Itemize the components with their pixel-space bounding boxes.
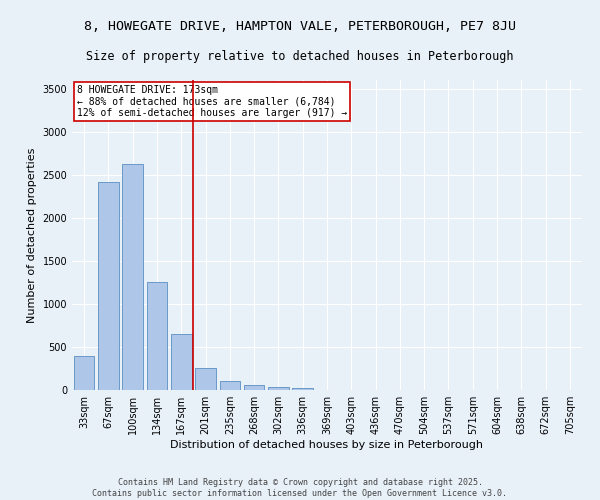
Y-axis label: Number of detached properties: Number of detached properties — [27, 148, 37, 322]
Bar — [98, 182, 119, 390]
Text: Size of property relative to detached houses in Peterborough: Size of property relative to detached ho… — [86, 50, 514, 63]
Text: 8, HOWEGATE DRIVE, HAMPTON VALE, PETERBOROUGH, PE7 8JU: 8, HOWEGATE DRIVE, HAMPTON VALE, PETERBO… — [84, 20, 516, 33]
X-axis label: Distribution of detached houses by size in Peterborough: Distribution of detached houses by size … — [170, 440, 484, 450]
Bar — [195, 368, 216, 390]
Text: 8 HOWEGATE DRIVE: 173sqm
← 88% of detached houses are smaller (6,784)
12% of sem: 8 HOWEGATE DRIVE: 173sqm ← 88% of detach… — [77, 84, 347, 118]
Text: Contains HM Land Registry data © Crown copyright and database right 2025.
Contai: Contains HM Land Registry data © Crown c… — [92, 478, 508, 498]
Bar — [292, 388, 313, 390]
Bar — [244, 386, 265, 390]
Bar — [146, 282, 167, 390]
Bar — [122, 164, 143, 390]
Bar — [268, 387, 289, 390]
Bar — [171, 334, 191, 390]
Bar — [74, 356, 94, 390]
Bar — [220, 381, 240, 390]
